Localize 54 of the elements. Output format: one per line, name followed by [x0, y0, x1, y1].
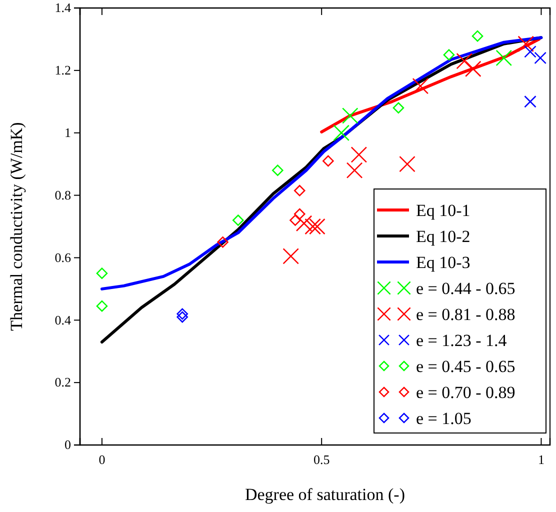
point	[304, 218, 321, 235]
y-axis-title: Thermal conductivity (W/mK)	[7, 122, 26, 331]
legend-label: e = 0.45 - 0.65	[416, 356, 516, 376]
x-tick-label: 0.5	[313, 452, 330, 468]
point	[443, 49, 455, 60]
point	[232, 214, 244, 226]
y-tick-label: 1.4	[54, 0, 72, 16]
legend-label: Eq 10-1	[416, 200, 470, 220]
x-tick-label: 1	[538, 452, 544, 468]
y-tick-label: 1.2	[54, 62, 71, 78]
legend-label: Eq 10-3	[416, 252, 470, 272]
point	[346, 162, 363, 178]
point	[392, 102, 404, 114]
point	[456, 52, 472, 70]
legend-label: e = 0.81 - 0.88	[416, 304, 516, 324]
x-axis-title: Degree of saturation (-)	[244, 485, 406, 504]
point	[342, 108, 358, 124]
legend-label: e = 0.44 - 0.65	[416, 278, 516, 298]
point	[309, 218, 326, 235]
legend-label: e = 1.23 - 1.4	[416, 330, 508, 350]
point	[296, 215, 312, 232]
point	[524, 95, 536, 108]
x-tick-label: 0	[98, 452, 106, 468]
point	[176, 311, 188, 323]
point	[294, 184, 306, 196]
point	[534, 52, 546, 64]
point	[290, 214, 301, 226]
point	[518, 36, 534, 52]
point	[96, 268, 108, 279]
y-tick-label: 0.8	[54, 187, 71, 202]
legend-label: e = 1.05	[416, 408, 472, 428]
point	[176, 308, 188, 320]
y-tick-label: 0.6	[54, 250, 72, 265]
point	[217, 236, 228, 248]
point	[524, 46, 536, 58]
point	[350, 146, 368, 163]
y-tick-label: 0.2	[54, 374, 71, 390]
point	[272, 164, 284, 176]
y-tick-label: 0.4	[54, 312, 72, 328]
point	[96, 300, 108, 312]
point	[399, 156, 416, 172]
legend-label: Eq 10-2	[416, 226, 470, 246]
point	[282, 248, 299, 264]
point	[496, 50, 512, 66]
y-tick-label: 1	[64, 125, 71, 140]
point	[322, 155, 334, 167]
line-series	[320, 38, 541, 134]
point	[464, 60, 482, 78]
point	[333, 124, 350, 142]
y-tick-label: 0	[64, 437, 71, 452]
legend-label: e = 0.70 - 0.89	[416, 382, 516, 402]
point	[472, 30, 484, 42]
point	[412, 78, 429, 94]
point	[294, 208, 306, 220]
